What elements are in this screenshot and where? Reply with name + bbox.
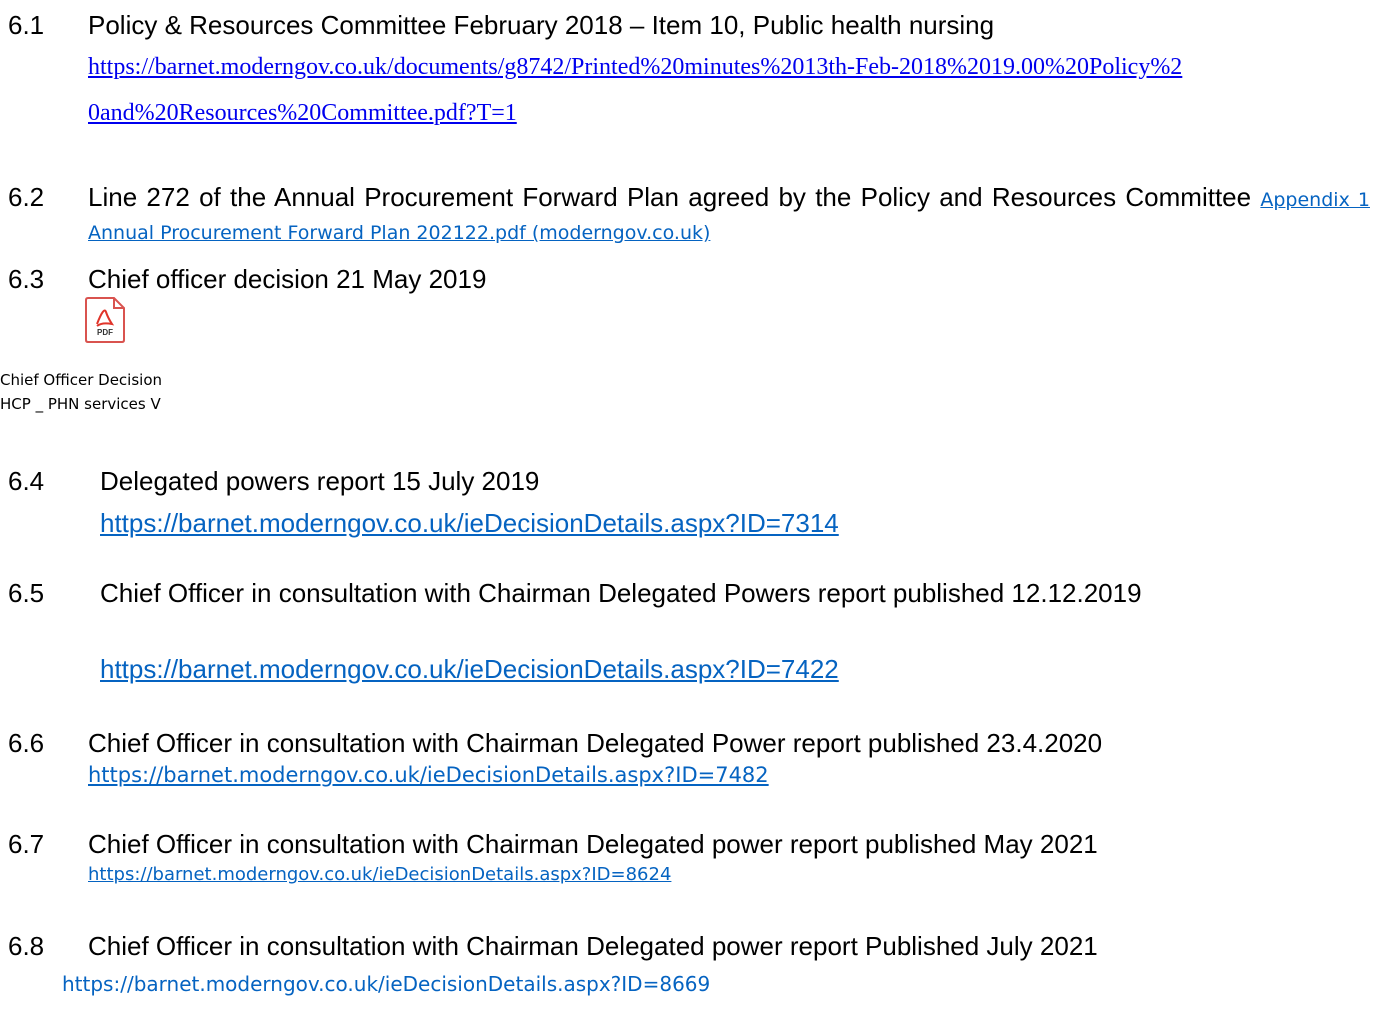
item-text-content: Delegated powers report 15 July 2019	[100, 466, 540, 496]
item-link[interactable]: https://barnet.moderngov.co.uk/ieDecisio…	[62, 972, 711, 996]
pdf-caption: Chief Officer Decision	[0, 371, 163, 389]
item-link[interactable]: https://barnet.moderngov.co.uk/ieDecisio…	[100, 508, 839, 538]
item-link[interactable]: https://barnet.moderngov.co.uk/ieDecisio…	[100, 654, 839, 684]
item-number: 6.5	[8, 578, 45, 608]
item-text: Policy & Resources Committee February 20…	[88, 10, 1378, 40]
item-number: 6.3	[8, 264, 45, 294]
item-number: 6.8	[8, 931, 45, 961]
item-text-content: Chief officer decision 21 May 2019	[88, 264, 487, 294]
item-number: 6.6	[8, 728, 45, 758]
item-text-content: Chief Officer in consultation with Chair…	[88, 829, 1098, 859]
item-text-content: Line 272 of the Annual Procurement Forwa…	[88, 182, 1252, 212]
pdf-icon[interactable]: PDF	[82, 296, 128, 344]
item-number: 6.7	[8, 829, 45, 859]
pdf-icon-graphic	[85, 297, 125, 343]
item-number: 6.1	[8, 10, 45, 40]
item-number: 6.4	[8, 466, 45, 496]
pdf-caption: HCP _ PHN services V	[0, 395, 161, 413]
item-text-content: Chief Officer in consultation with Chair…	[88, 931, 1098, 961]
item-text-content: Policy & Resources Committee February 20…	[88, 10, 995, 40]
item-text: Chief Officer in consultation with Chair…	[100, 578, 1210, 608]
item-text: Chief officer decision 21 May 2019	[88, 264, 1288, 294]
item-link[interactable]: https://barnet.moderngov.co.uk/documents…	[88, 54, 1183, 126]
item-text: Chief Officer in consultation with Chair…	[88, 829, 1378, 859]
item-link[interactable]: https://barnet.moderngov.co.uk/ieDecisio…	[88, 763, 769, 787]
item-text: Line 272 of the Annual Procurement Forwa…	[88, 182, 1370, 248]
item-text-content: Chief Officer in consultation with Chair…	[100, 578, 1142, 608]
item-text: Delegated powers report 15 July 2019	[100, 466, 1300, 496]
item-link[interactable]: https://barnet.moderngov.co.uk/ieDecisio…	[88, 864, 672, 885]
item-text: Chief Officer in consultation with Chair…	[88, 931, 1378, 961]
item-link[interactable]: Appendix 1 Annual Procurement Forward Pl…	[88, 189, 1370, 244]
item-number: 6.2	[8, 182, 45, 212]
item-text: Chief Officer in consultation with Chair…	[88, 728, 1378, 758]
item-text-content: Chief Officer in consultation with Chair…	[88, 728, 1103, 758]
pdf-icon-label: PDF	[97, 328, 113, 337]
